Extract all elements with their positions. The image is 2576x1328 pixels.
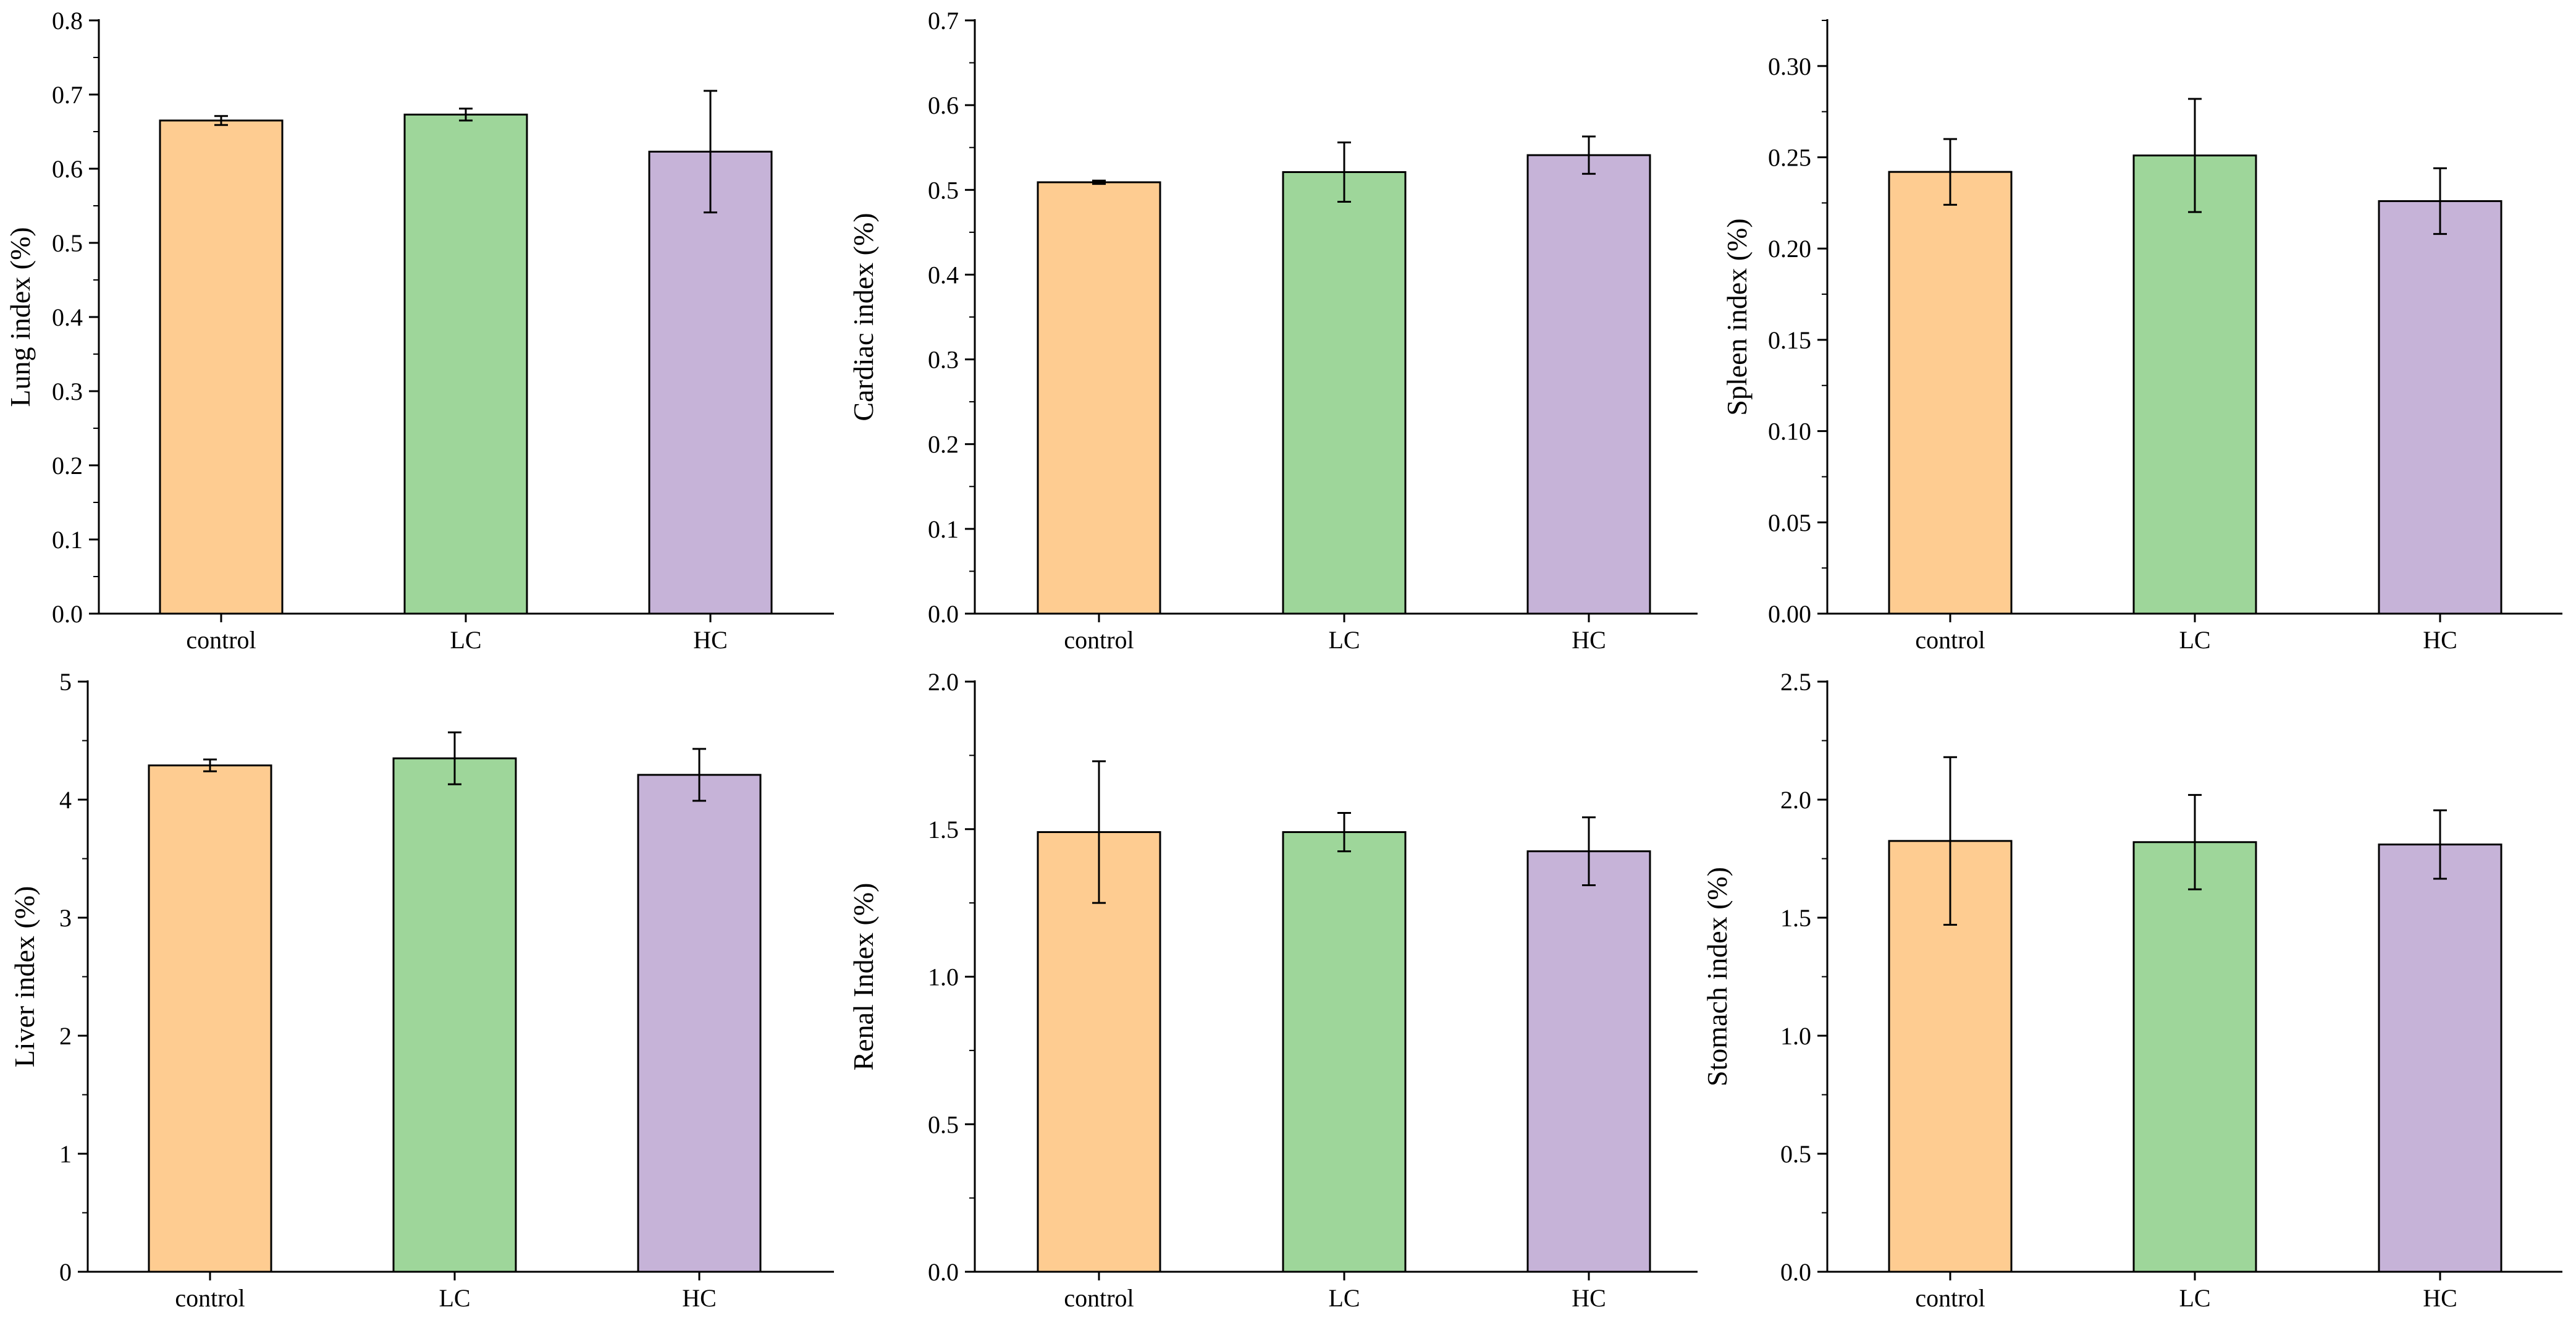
y-tick-label: 0.0 [52, 600, 83, 628]
y-tick-label: 0.7 [928, 7, 959, 35]
y-tick-label: 0.00 [1768, 600, 1811, 628]
x-tick-label: control [186, 626, 256, 654]
y-tick-label: 0.25 [1768, 144, 1811, 172]
x-tick-label: HC [1572, 626, 1606, 654]
y-tick-label: 0.10 [1768, 418, 1811, 446]
y-tick-label: 0.5 [52, 229, 83, 257]
y-tick-label: 0.1 [52, 526, 83, 554]
chart-panel-2: 0.0 0.1 0.2 0.3 0.4 0.5 0.6 0.7 Cardiac index (%… [848, 7, 1698, 654]
y-tick-label: 0.15 [1768, 326, 1811, 354]
x-tick-label: LC [1328, 626, 1360, 654]
chart-panel-5: 0.0 0.5 1.0 1.5 2.0 Renal Index (%) control LC H… [848, 668, 1698, 1312]
x-tick-label: LC [2179, 1284, 2210, 1312]
bar-lc [392, 757, 517, 1273]
bar-control [1037, 831, 1161, 1273]
y-tick-label: 0.6 [928, 91, 959, 119]
y-tick-label: 0.0 [928, 600, 959, 628]
y-tick-label: 3 [59, 904, 72, 932]
x-tick-label: LC [1328, 1284, 1360, 1312]
bar-lc [1282, 831, 1407, 1273]
x-tick-label: HC [1572, 1284, 1606, 1312]
y-tick-label: 2 [59, 1022, 72, 1050]
y-tick-label: 0.5 [928, 176, 959, 204]
y-tick-label: 0.3 [928, 346, 959, 374]
x-tick-label: LC [450, 626, 481, 654]
x-tick-label: control [1064, 626, 1134, 654]
x-tick-label: control [1915, 626, 1985, 654]
y-tick-label: 0.4 [52, 303, 83, 331]
bar-control [1037, 181, 1161, 615]
y-axis-title: Stomach index (%) [1701, 867, 1733, 1086]
y-tick-label: 0.05 [1768, 509, 1811, 536]
y-tick-label: 0.0 [1780, 1258, 1811, 1286]
y-tick-label: 0.20 [1768, 235, 1811, 263]
bar-control [1888, 171, 2013, 615]
y-tick-label: 1.0 [1780, 1022, 1811, 1050]
bar-lc [2132, 154, 2257, 615]
y-tick-label: 2.0 [1780, 786, 1811, 814]
y-axis-title: Spleen index (%) [1721, 218, 1753, 415]
y-tick-label: 0 [59, 1258, 72, 1286]
x-tick-label: control [1064, 1284, 1134, 1312]
chart-panel-4: 0 1 2 3 4 5 Liver index (%) control LC HC [9, 668, 834, 1312]
y-tick-label: 0.3 [52, 378, 83, 405]
bar-control [148, 764, 272, 1273]
y-tick-label: 0.8 [52, 7, 83, 35]
x-tick-label: HC [693, 626, 728, 654]
bar-lc [1282, 171, 1407, 615]
x-tick-label: LC [2179, 626, 2210, 654]
chart-panel-6: 0.0 0.5 1.0 1.5 2.0 2.5 Stomach index (%) contr… [1701, 668, 2562, 1312]
y-tick-label: 0.4 [928, 261, 959, 289]
y-tick-label: 1.5 [1780, 904, 1811, 932]
y-tick-label: 0.2 [52, 452, 83, 480]
y-tick-label: 0.5 [928, 1110, 959, 1138]
bar-hc [2378, 844, 2502, 1273]
y-axis-title: Lung index (%) [4, 227, 36, 407]
y-tick-label: 1.5 [928, 816, 959, 844]
y-tick-label: 0.0 [928, 1258, 959, 1286]
bar-control [159, 119, 284, 615]
y-tick-label: 2.5 [1780, 668, 1811, 696]
bar-hc [2378, 200, 2502, 615]
x-tick-label: control [175, 1284, 245, 1312]
chart-panel-3: 0.00 0.05 0.10 0.15 0.20 0.25 0.30 Spleen index… [1721, 19, 2562, 654]
bar-hc [1526, 850, 1651, 1273]
x-tick-label: control [1915, 1284, 1985, 1312]
y-axis-title: Cardiac index (%) [848, 213, 879, 421]
y-tick-label: 0.30 [1768, 53, 1811, 80]
y-tick-label: 0.1 [928, 515, 959, 543]
bar-hc [637, 774, 762, 1273]
bar-lc [2132, 841, 2257, 1273]
bar-hc [1526, 154, 1651, 615]
x-tick-label: HC [2423, 1284, 2457, 1312]
y-tick-label: 2.0 [928, 668, 959, 696]
y-tick-label: 0.5 [1780, 1140, 1811, 1168]
chart-panel-1: 0.0 0.1 0.2 0.3 0.4 0.5 0.6 0.7 0.8 Lung index (%… [4, 7, 834, 654]
y-axis-title: Liver index (%) [9, 886, 40, 1068]
y-axis-title: Renal Index (%) [848, 883, 879, 1071]
x-tick-label: HC [682, 1284, 717, 1312]
y-tick-label: 0.7 [52, 81, 83, 109]
x-tick-label: LC [439, 1284, 470, 1312]
y-tick-label: 0.2 [928, 431, 959, 459]
y-tick-label: 4 [59, 786, 72, 814]
x-tick-label: HC [2423, 626, 2457, 654]
y-tick-label: 5 [59, 668, 72, 696]
y-tick-label: 1.0 [928, 963, 959, 991]
y-tick-label: 1 [59, 1140, 72, 1168]
bar-lc [403, 113, 528, 615]
y-tick-label: 0.6 [52, 155, 83, 183]
bar-hc [648, 150, 773, 615]
